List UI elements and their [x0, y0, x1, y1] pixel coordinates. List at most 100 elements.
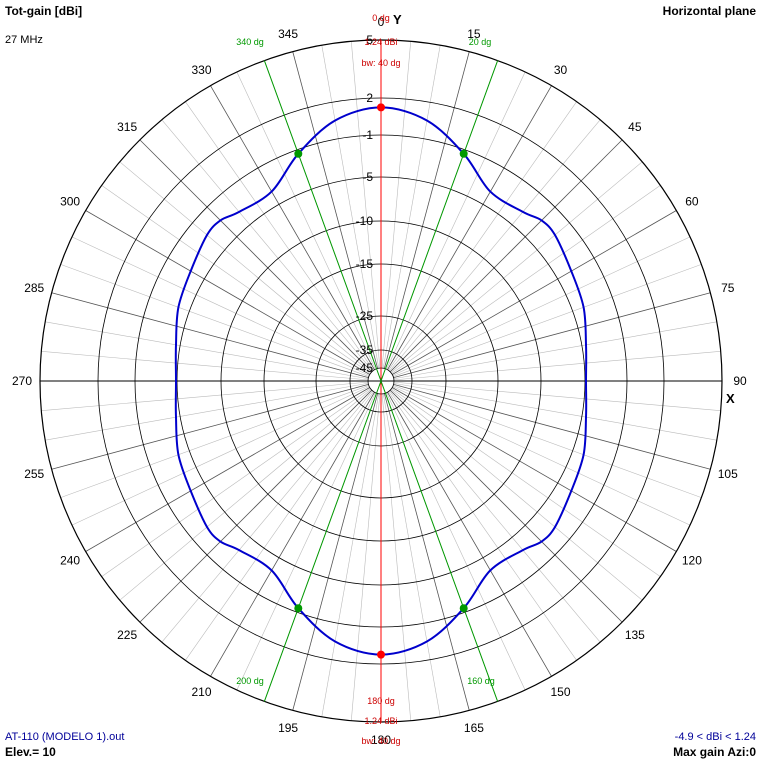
beamwidth-marker [294, 149, 303, 158]
beamwidth-label: 200 dg [236, 676, 264, 686]
grid-spoke [350, 41, 381, 369]
ring-label: -25 [356, 309, 374, 323]
angle-label: 165 [464, 721, 484, 735]
angle-label: 90 [733, 374, 747, 388]
grid-spoke [51, 383, 369, 470]
grid-spoke [119, 389, 372, 601]
grid-spoke [389, 139, 623, 373]
grid-spoke [386, 71, 526, 370]
grid-spoke [210, 85, 375, 370]
grid-spoke [161, 119, 373, 372]
ring-label: -35 [356, 343, 374, 357]
beamwidth-marker [459, 149, 468, 158]
grid-spoke [388, 101, 577, 371]
angle-label: 300 [60, 195, 80, 209]
grid-spoke [381, 41, 412, 369]
ring-label: -1 [362, 128, 373, 142]
grid-spoke [387, 392, 552, 677]
angle-label: 225 [117, 628, 137, 642]
ring-label: -5 [362, 170, 373, 184]
grid-spoke [51, 292, 369, 379]
grid-spoke [139, 389, 373, 623]
grid-spoke [85, 210, 370, 375]
angle-label: 75 [721, 281, 735, 295]
x-axis-label: X [726, 391, 735, 406]
grid-spoke [383, 393, 470, 711]
grid-spoke [45, 382, 369, 441]
max-gain-marker [377, 103, 385, 112]
ring-label: -45 [356, 361, 374, 375]
beamwidth-marker [459, 604, 468, 613]
angle-label: 330 [191, 63, 211, 77]
grid-spoke [392, 386, 691, 526]
max-gain-annotation: 180 dg [367, 696, 395, 706]
frequency-label: 27 MHz [5, 34, 43, 46]
beamwidth-label: 20 dg [469, 37, 492, 47]
grid-spoke [236, 392, 376, 691]
elevation-label: Elev.= 10 [5, 745, 56, 759]
beamwidth-label: 340 dg [236, 37, 264, 47]
grid-spoke [60, 264, 369, 377]
grid-spoke [393, 381, 721, 412]
angle-label: 60 [685, 195, 699, 209]
grid-spoke [390, 161, 643, 373]
grid-spoke [393, 292, 711, 379]
max-gain-annotation: 1.24 dBi [364, 37, 397, 47]
grid-spoke [45, 321, 369, 380]
grid-spoke [389, 390, 601, 643]
angle-label: 120 [682, 554, 702, 568]
max-gain-label: Max gain Azi:0 [673, 745, 756, 759]
ring-label: 2 [366, 91, 373, 105]
grid-spoke [60, 385, 369, 498]
grid-spoke [161, 390, 373, 643]
angle-label: 15 [467, 27, 481, 41]
grid-spoke [382, 45, 441, 369]
ring-label: -10 [356, 214, 374, 228]
angle-label: 105 [718, 467, 738, 481]
chart-title: Tot-gain [dBi] [5, 4, 83, 18]
plane-label: Horizontal plane [662, 4, 756, 18]
grid-spoke [392, 387, 677, 552]
grid-spoke [41, 381, 369, 412]
gain-range-label: -4.9 < dBi < 1.24 [674, 731, 756, 743]
angle-label: 210 [191, 685, 211, 699]
grid-spoke [101, 388, 371, 577]
angle-label: 285 [24, 281, 44, 295]
grid-spoke [390, 389, 643, 601]
grid-spoke [393, 382, 717, 441]
angle-label: 195 [278, 721, 298, 735]
beamwidth-line [380, 60, 499, 382]
beamwidth-line [380, 380, 499, 702]
grid-spoke [71, 386, 370, 526]
beamwidth-lines [263, 60, 499, 702]
angle-label: 240 [60, 554, 80, 568]
grid-spoke [101, 185, 371, 374]
pattern-markers [294, 103, 468, 659]
grid-spoke [321, 393, 380, 717]
angle-label: 45 [628, 120, 642, 134]
max-gain-annotation: 1.24 dBi [364, 716, 397, 726]
grid-spoke [321, 45, 380, 369]
grid-spoke [389, 389, 623, 623]
grid-spoke [391, 185, 661, 374]
grid-spoke [41, 350, 369, 381]
grid-spoke [383, 51, 470, 369]
angle-label: 150 [550, 685, 570, 699]
beamwidth-marker [294, 604, 303, 613]
grid-spoke [292, 51, 379, 369]
grid-spoke [393, 385, 702, 498]
angle-label: 180 [371, 733, 391, 747]
grid-spoke [382, 393, 441, 717]
grid-spoke [387, 85, 552, 370]
grid-spoke [381, 393, 412, 721]
grid-spoke [393, 264, 702, 377]
angle-label: 0 [378, 15, 385, 29]
ring-label: 5 [366, 33, 373, 47]
grid-spoke [210, 392, 375, 677]
file-label: AT-110 (MODELO 1).out [5, 731, 125, 743]
grid-spoke [389, 119, 601, 372]
grid-spoke [386, 392, 526, 691]
grid-spoke [392, 236, 691, 376]
grid-spoke [185, 101, 374, 371]
